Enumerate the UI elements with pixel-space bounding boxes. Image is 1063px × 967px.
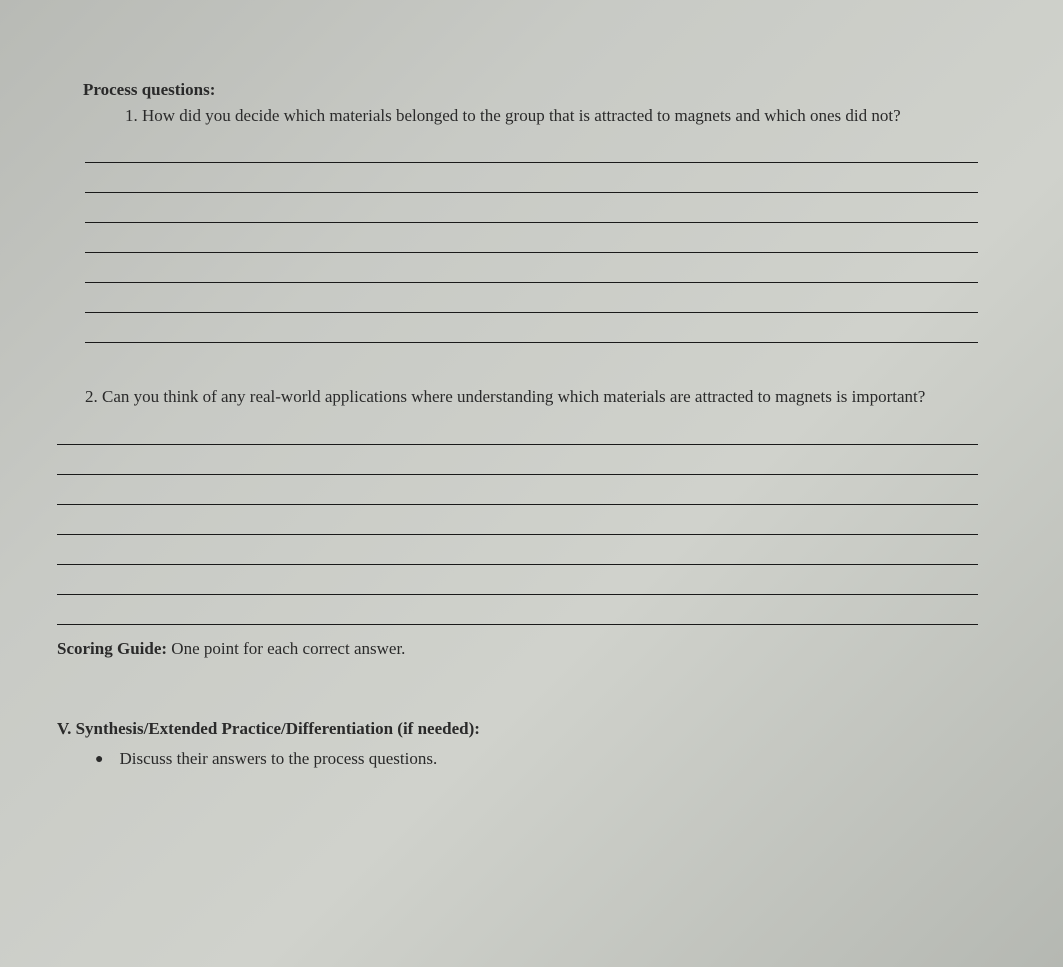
answer-line (57, 419, 978, 445)
question-1-number: 1. (125, 106, 138, 125)
answer-line (85, 317, 978, 343)
bullet-icon: ● (95, 749, 103, 771)
answer-line (57, 599, 978, 625)
answer-line (85, 227, 978, 253)
worksheet-content: Process questions: 1. How did you decide… (55, 80, 998, 771)
answer-line (85, 137, 978, 163)
question-1-block: 1. How did you decide which materials be… (125, 104, 978, 343)
scoring-guide: Scoring Guide: One point for each correc… (57, 639, 998, 659)
answer-line (85, 287, 978, 313)
section-v-bullet-item: ● Discuss their answers to the process q… (95, 749, 998, 771)
answer-line (85, 257, 978, 283)
question-1-answer-lines (85, 137, 978, 343)
question-2-body: Can you think of any real-world applicat… (102, 387, 925, 406)
answer-line (85, 197, 978, 223)
question-2-text: 2. Can you think of any real-world appli… (85, 385, 978, 410)
answer-line (57, 539, 978, 565)
answer-line (57, 479, 978, 505)
answer-line (85, 167, 978, 193)
question-2-answer-lines (57, 419, 978, 625)
answer-line (57, 509, 978, 535)
section-v-heading: V. Synthesis/Extended Practice/Different… (57, 719, 998, 739)
answer-line (57, 449, 978, 475)
section-v-bullet-text: Discuss their answers to the process que… (119, 749, 437, 769)
answer-line (57, 569, 978, 595)
question-2-number: 2. (85, 387, 98, 406)
scoring-guide-text: One point for each correct answer. (171, 639, 405, 658)
question-1-text: 1. How did you decide which materials be… (125, 104, 978, 129)
section-v: V. Synthesis/Extended Practice/Different… (57, 719, 998, 771)
question-1-body: How did you decide which materials belon… (142, 106, 901, 125)
process-questions-heading: Process questions: (83, 80, 998, 100)
question-2-block: 2. Can you think of any real-world appli… (85, 385, 978, 626)
scoring-guide-label: Scoring Guide: (57, 639, 167, 658)
